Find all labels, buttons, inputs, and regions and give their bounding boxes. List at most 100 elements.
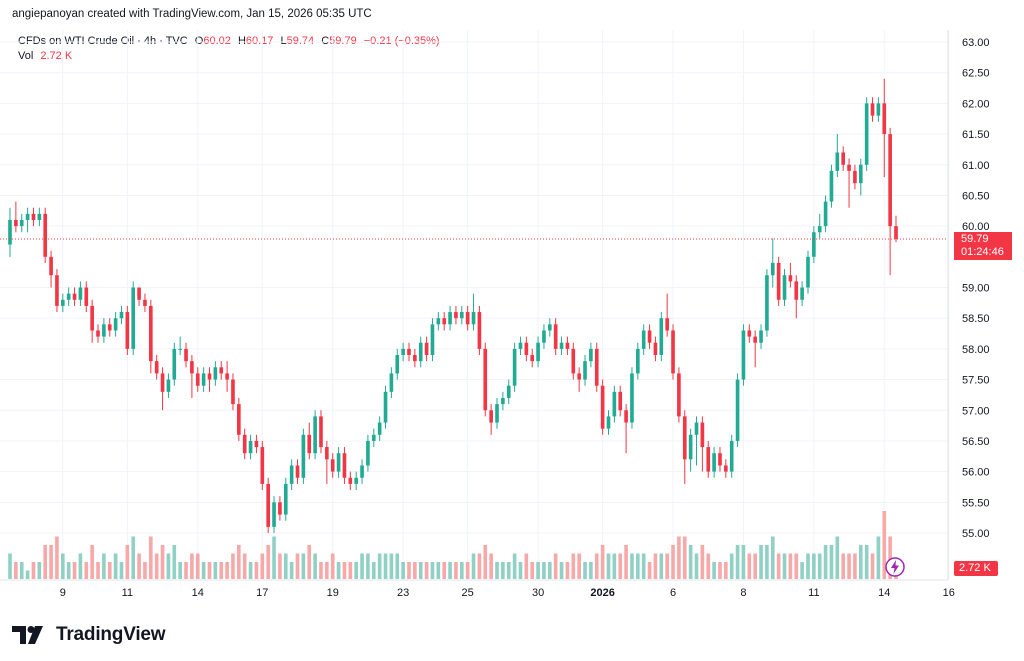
volume-bar — [190, 553, 194, 579]
candle-body — [747, 330, 752, 337]
volume-bar — [102, 553, 106, 579]
candle-body — [313, 416, 317, 454]
symbol-label[interactable]: CFDs on WTI Crude Oil · 4h · TVC — [18, 35, 188, 47]
candle-body — [518, 342, 523, 349]
volume-bar — [735, 545, 740, 579]
price-tick-label: 56.50 — [962, 436, 990, 448]
candle-body — [143, 299, 147, 306]
candle-body — [418, 342, 423, 362]
candle-body — [735, 379, 740, 441]
volume-bars — [8, 511, 898, 579]
volume-bar — [653, 553, 658, 579]
candle-body — [770, 262, 775, 276]
candle-body — [835, 152, 840, 171]
volume-bar — [858, 545, 863, 579]
candle-body — [583, 361, 587, 380]
candle-body — [477, 312, 482, 349]
volume-bar — [817, 553, 822, 579]
volume-bar — [272, 536, 276, 579]
price-tick-label: 58.50 — [962, 313, 990, 325]
volume-bar — [371, 562, 376, 579]
candle-body — [195, 373, 200, 386]
candle-body — [55, 275, 59, 306]
tradingview-logo[interactable]: TradingView — [12, 624, 166, 646]
volume-bar — [254, 562, 259, 579]
volume-bar — [313, 553, 317, 579]
change-value: −0.21 (−0.35%) — [363, 35, 440, 47]
volume-bar — [641, 553, 646, 579]
candle-body — [741, 330, 746, 380]
candle-body — [706, 447, 711, 472]
price-tick-label: 63.00 — [962, 37, 990, 49]
candle-body — [248, 440, 253, 454]
volume-bar — [870, 553, 875, 579]
volume-bar — [383, 553, 388, 579]
volume-bar — [424, 562, 429, 579]
price-tick-label: 57.00 — [962, 405, 990, 417]
volume-bar — [477, 553, 482, 579]
candle-body — [806, 256, 810, 288]
candle-body — [319, 416, 323, 448]
volume-bar — [589, 562, 593, 579]
tradingview-logo-icon — [12, 626, 43, 644]
price-tick-label: 55.00 — [962, 528, 990, 540]
candle-body — [96, 330, 100, 337]
volume-bar — [782, 553, 787, 579]
candle-body — [524, 342, 529, 356]
volume-bar — [330, 553, 335, 579]
volume-bar — [483, 545, 488, 579]
candle-body — [700, 422, 705, 448]
volume-bar — [765, 545, 769, 579]
candle-body — [295, 465, 300, 478]
grid-lines — [0, 30, 950, 580]
time-tick-label: 8 — [740, 587, 746, 599]
volume-bar — [501, 562, 505, 579]
volume-bar — [60, 553, 65, 579]
candle-body — [78, 287, 83, 300]
candle-body — [817, 226, 822, 233]
volume-bar — [694, 553, 699, 579]
candle-body — [436, 318, 441, 325]
volume-bar — [336, 562, 341, 579]
volume-bar — [14, 562, 18, 579]
volume-bar — [360, 553, 364, 579]
candle-body — [454, 312, 458, 319]
lightning-icon[interactable] — [885, 557, 905, 577]
open-label: O — [194, 35, 204, 47]
candle-body — [553, 324, 558, 349]
volume-bar — [184, 562, 188, 579]
candle-body — [448, 312, 452, 325]
candle-body — [301, 434, 306, 478]
volume-bar — [137, 553, 141, 579]
logo-text: TradingView — [56, 624, 166, 645]
volume-bar — [665, 553, 669, 579]
volume-bar — [389, 553, 394, 579]
candle-body — [107, 324, 112, 331]
volume-bar — [465, 562, 470, 579]
candle-body — [283, 483, 288, 515]
volume-bar — [401, 562, 405, 579]
volume-bar — [283, 553, 288, 579]
candle-body — [471, 312, 476, 325]
volume-bar — [542, 562, 546, 579]
price-tick-label: 61.50 — [962, 129, 990, 141]
volume-bar — [231, 553, 235, 579]
candle-body — [812, 232, 816, 257]
time-tick-label: 11 — [122, 587, 133, 599]
volume-bar — [712, 562, 716, 579]
candle-body — [260, 447, 265, 484]
volume-label[interactable]: Vol — [18, 50, 34, 62]
time-axis: 9 11 14 17 19 23 25 30 2026 6 8 11 14 16 — [60, 587, 955, 599]
volume-bar — [489, 553, 493, 579]
candle-body — [336, 453, 341, 472]
volume-bar — [436, 562, 441, 579]
volume-bar — [119, 562, 124, 579]
volume-bar — [418, 562, 423, 579]
candle-body — [160, 373, 165, 392]
volume-bar — [225, 562, 229, 579]
volume-bar — [759, 545, 763, 579]
candle-body — [207, 373, 212, 380]
price-tick-label: 57.50 — [962, 375, 990, 387]
volume-bar — [19, 562, 24, 579]
